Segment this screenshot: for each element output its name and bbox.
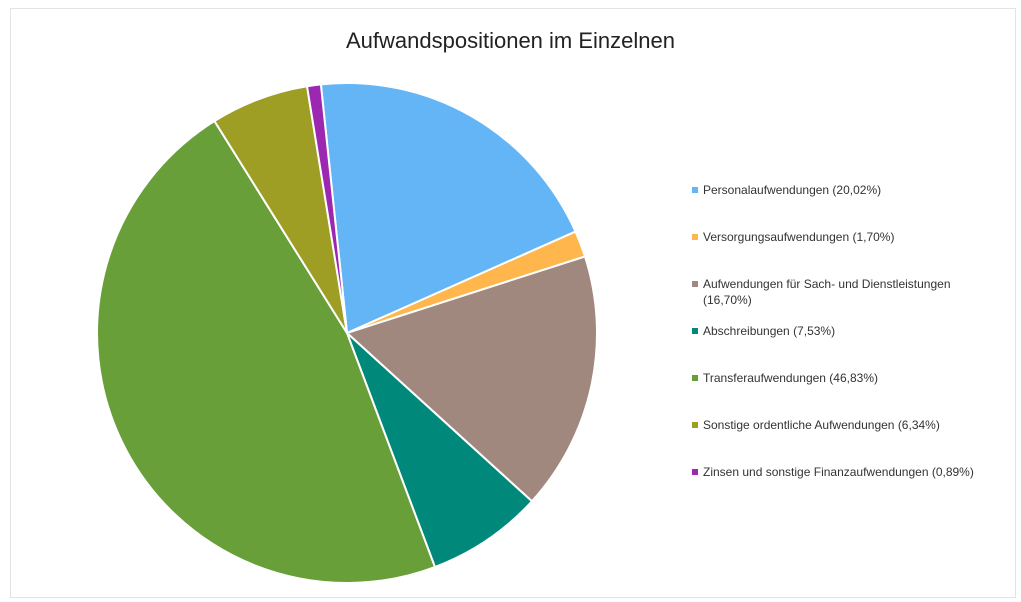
pie-slice-7 (305, 83, 348, 334)
legend-item-6: Sonstige ordentliche Aufwendungen (6,34%… (692, 417, 1002, 433)
legend-item-5: Transferaufwendungen (46,83%) (692, 370, 1002, 386)
legend-swatch-3 (692, 281, 698, 287)
legend-swatch-4 (692, 328, 698, 334)
legend-swatch-5 (692, 375, 698, 381)
legend-swatch-7 (692, 469, 698, 475)
legend-label-4: Abschreibungen (7,53%) (703, 324, 836, 338)
legend-label-1: Personalaufwendungen (20,02%) (703, 183, 882, 197)
chart-title: Aufwandspositionen im Einzelnen (346, 28, 675, 53)
legend-item-7: Zinsen und sonstige Finanzaufwendungen (… (692, 464, 1002, 480)
pie-slice-4 (346, 332, 534, 569)
legend-label-2: Versorgungsaufwendungen (1,70%) (703, 230, 895, 244)
legend-swatch-1 (692, 187, 698, 193)
pie-slice-1 (319, 82, 577, 335)
legend-swatch-2 (692, 234, 698, 240)
pie-slice-5 (96, 119, 437, 584)
pie-slice-3 (345, 255, 598, 503)
legend-item-3: Aufwendungen für Sach- und Dienstleistun… (692, 276, 1002, 308)
legend-swatch-6 (692, 422, 698, 428)
legend-item-2: Versorgungsaufwendungen (1,70%) (692, 229, 1002, 245)
legend-label-3: Aufwendungen für Sach- und Dienstleistun… (703, 277, 951, 307)
legend-label-5: Transferaufwendungen (46,83%) (703, 371, 878, 385)
legend-label-7: Zinsen und sonstige Finanzaufwendungen (… (703, 465, 974, 479)
legend-item-4: Abschreibungen (7,53%) (692, 323, 1002, 339)
legend-label-6: Sonstige ordentliche Aufwendungen (6,34%… (703, 418, 940, 432)
legend-item-1: Personalaufwendungen (20,02%) (692, 182, 1002, 198)
